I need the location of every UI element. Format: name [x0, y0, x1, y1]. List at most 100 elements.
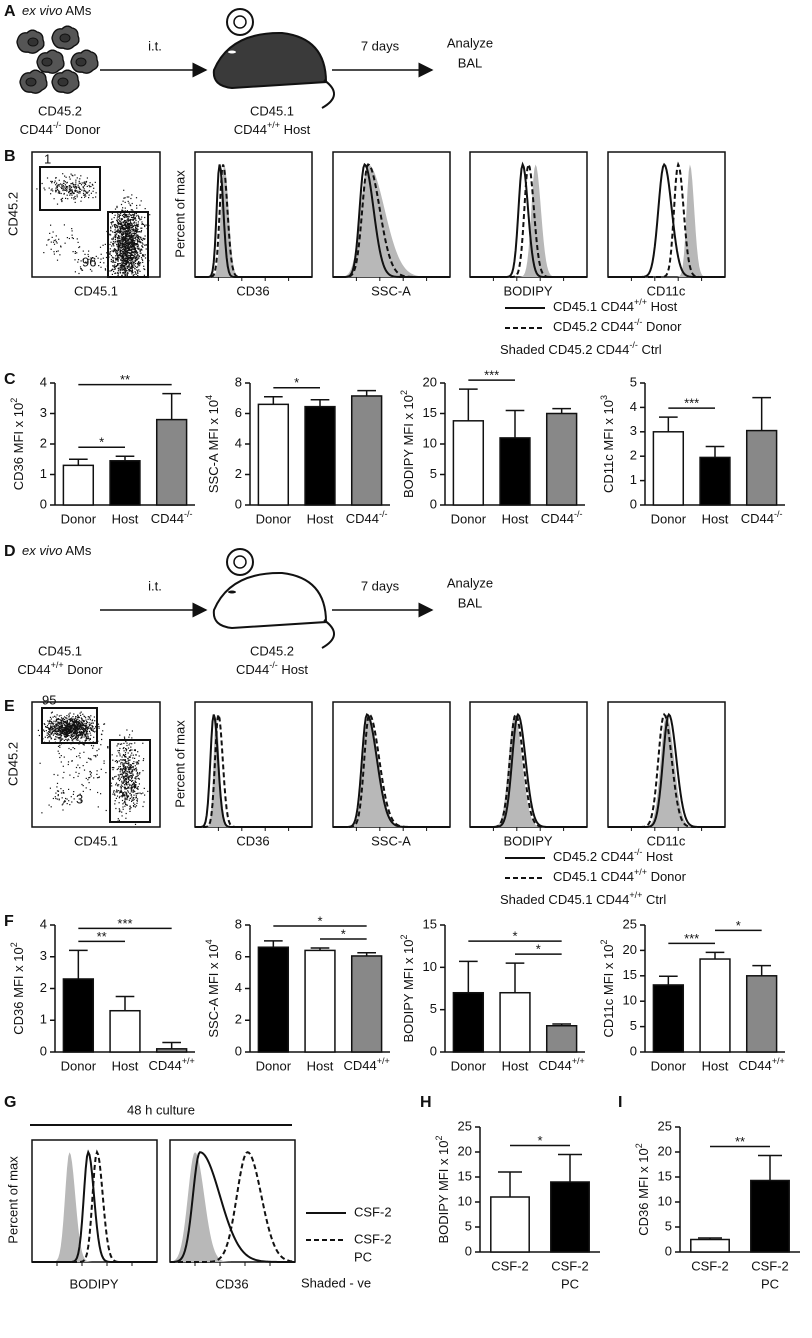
event-dot — [127, 214, 129, 216]
event-dot — [51, 727, 53, 729]
event-dot — [119, 232, 121, 234]
event-dot — [133, 241, 135, 243]
event-dot — [135, 232, 137, 234]
event-dot — [128, 776, 130, 778]
event-dot — [135, 781, 137, 783]
event-dot — [51, 180, 53, 183]
event-dot — [60, 714, 62, 717]
event-dot — [129, 252, 131, 255]
event-dot — [136, 231, 138, 233]
event-dot — [131, 789, 133, 791]
x-axis-label: CD11c — [647, 833, 686, 848]
event-dot — [57, 250, 59, 252]
event-dot — [121, 230, 123, 232]
legend-label-part: -/- — [629, 340, 638, 350]
event-dot — [127, 231, 129, 233]
event-dot — [81, 269, 84, 271]
event-dot — [74, 725, 76, 727]
event-dot — [58, 238, 60, 240]
event-dot — [76, 726, 78, 728]
event-dot — [62, 765, 64, 767]
event-dot — [95, 255, 97, 257]
event-dot — [64, 726, 66, 728]
event-dot — [122, 272, 124, 274]
event-dot — [124, 243, 127, 246]
event-dot — [120, 795, 123, 797]
event-dot — [121, 218, 123, 220]
event-dot — [111, 778, 114, 780]
event-dot — [122, 759, 124, 761]
event-dot — [129, 220, 131, 222]
event-dot — [125, 239, 127, 241]
event-dot — [80, 260, 82, 262]
event-dot — [121, 799, 124, 802]
event-dot — [61, 197, 64, 199]
event-dot — [124, 780, 126, 782]
event-dot — [125, 221, 127, 223]
event-dot — [114, 226, 116, 228]
event-dot — [89, 771, 91, 773]
event-dot — [137, 247, 139, 249]
event-dot — [90, 772, 92, 774]
x-tick-label: CD44-/- — [541, 509, 583, 526]
event-dot — [49, 728, 51, 730]
event-dot — [110, 255, 112, 257]
event-dot — [112, 793, 114, 795]
event-dot — [119, 809, 121, 811]
event-dot — [83, 728, 85, 730]
y-tick-label: 1 — [40, 1012, 47, 1027]
event-dot — [126, 210, 128, 212]
event-dot — [71, 738, 73, 740]
x-tick-label: CSF-2 — [751, 1258, 789, 1273]
event-dot — [120, 212, 122, 215]
dashed-histogram — [333, 163, 450, 278]
event-dot — [137, 215, 140, 218]
event-dot — [141, 242, 143, 244]
event-dot — [50, 729, 52, 731]
event-dot — [120, 250, 122, 252]
event-dot — [114, 776, 116, 778]
event-dot — [135, 795, 137, 797]
event-dot — [129, 785, 131, 787]
y-axis-label-part: 4 — [204, 939, 214, 944]
event-dot — [122, 261, 124, 263]
event-dot — [119, 786, 122, 788]
event-dot — [76, 735, 78, 737]
event-dot — [127, 244, 129, 246]
event-dot — [138, 261, 140, 263]
event-dot — [64, 184, 66, 186]
y-axis-label-part: CD36 MFI x 10 — [636, 1148, 651, 1235]
event-dot — [131, 194, 133, 196]
mouse-body — [212, 31, 328, 90]
event-dot — [129, 779, 132, 781]
event-dot — [53, 253, 55, 255]
event-dot — [55, 736, 57, 738]
event-dot — [125, 220, 127, 222]
event-dot — [79, 182, 81, 184]
event-dot — [68, 722, 70, 724]
donor-label: CD44-/- Donor — [20, 120, 101, 137]
y-tick-label: 4 — [40, 374, 47, 389]
event-dot — [124, 236, 127, 238]
event-dot — [51, 732, 53, 734]
event-dot — [66, 187, 68, 189]
event-dot — [131, 258, 134, 260]
event-dot — [48, 728, 50, 730]
event-dot — [63, 722, 65, 724]
event-dot — [127, 267, 129, 269]
event-dot — [133, 222, 135, 224]
shaded-histogram — [608, 714, 725, 827]
significance-label: * — [512, 929, 517, 944]
event-dot — [56, 723, 58, 725]
panel-label: F — [4, 913, 14, 930]
event-dot — [79, 726, 81, 728]
event-dot — [134, 267, 136, 269]
y-tick-label: 10 — [423, 959, 437, 974]
event-dot — [129, 246, 131, 248]
event-dot — [119, 795, 121, 798]
event-dot — [132, 246, 134, 248]
bar — [745, 975, 778, 1053]
event-dot — [134, 225, 136, 227]
event-dot — [62, 791, 64, 794]
event-dot — [56, 718, 58, 721]
